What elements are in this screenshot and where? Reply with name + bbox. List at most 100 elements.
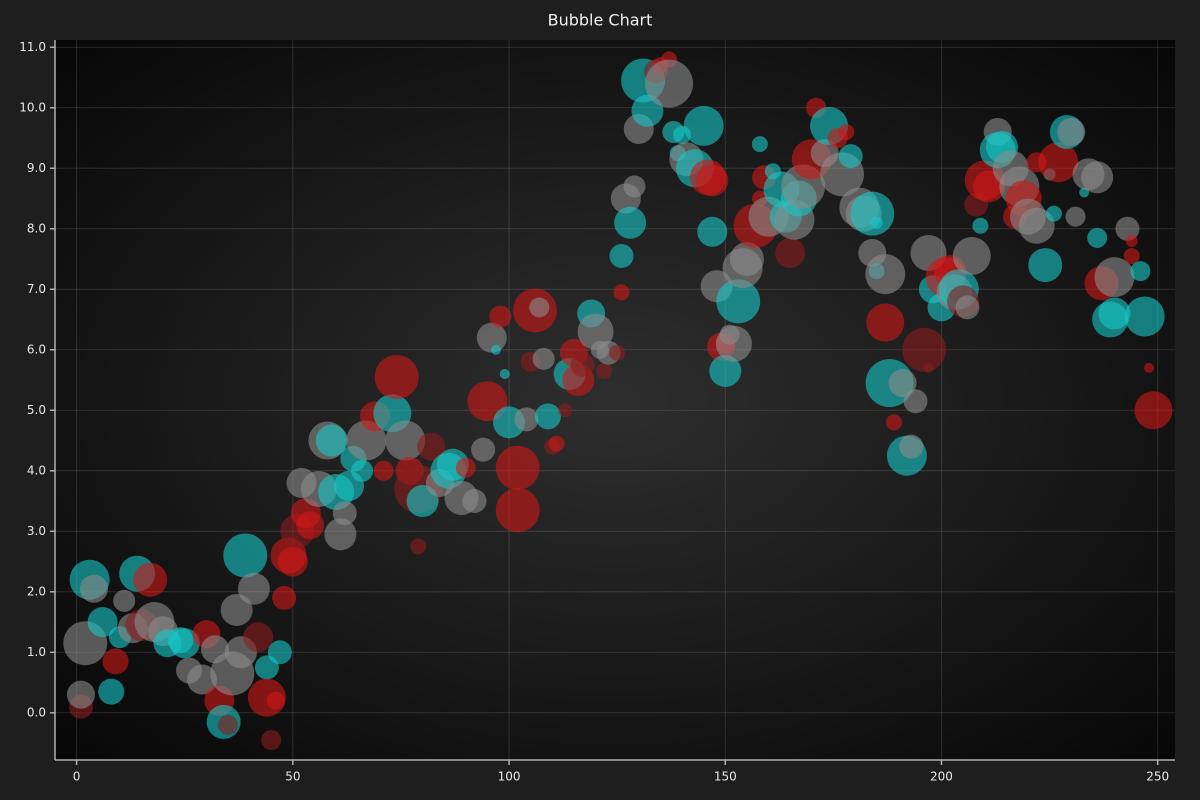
y-tick-label: 3.0: [27, 524, 46, 538]
bubble: [373, 460, 394, 481]
bubble: [455, 457, 476, 478]
bubble: [614, 206, 647, 239]
bubble: [217, 714, 238, 735]
bubble: [838, 144, 863, 169]
bubble: [467, 381, 508, 422]
bubble: [1130, 261, 1151, 282]
bubble: [696, 164, 729, 197]
bubble: [1134, 391, 1173, 430]
bubble: [865, 254, 906, 295]
bubble: [899, 434, 924, 459]
bubble: [351, 459, 374, 482]
x-tick-label: 0: [73, 770, 81, 784]
bubble: [1144, 362, 1155, 373]
bubble: [1028, 248, 1063, 283]
bubble: [1087, 227, 1108, 248]
bubble: [955, 295, 980, 320]
bubble: [315, 424, 348, 457]
y-tick-label: 0.0: [27, 705, 46, 719]
y-tick-label: 1.0: [27, 645, 46, 659]
bubble: [1038, 142, 1079, 183]
bubble: [1094, 257, 1135, 298]
bubble: [417, 432, 446, 461]
bubble: [775, 237, 806, 268]
bubble: [374, 355, 419, 400]
bubble: [715, 325, 752, 362]
bubble: [709, 354, 742, 387]
bubble: [697, 216, 728, 247]
bubble: [623, 175, 646, 198]
bubble: [866, 303, 905, 342]
bubble: [923, 362, 934, 373]
bubble: [66, 680, 95, 709]
bubble: [729, 242, 764, 277]
bubble: [577, 313, 614, 350]
bubble: [476, 322, 507, 353]
bubble: [888, 369, 917, 398]
bubble: [499, 368, 510, 379]
bubble: [489, 305, 512, 328]
bubble: [385, 420, 426, 461]
bubble: [267, 640, 292, 665]
bubble: [79, 574, 108, 603]
x-tick-label: 200: [930, 770, 953, 784]
bubble: [237, 572, 270, 605]
y-tick-label: 8.0: [27, 221, 46, 235]
bubble: [532, 347, 555, 370]
bubble: [751, 136, 768, 153]
y-tick-label: 9.0: [27, 161, 46, 175]
bubble: [683, 105, 724, 146]
bubble: [277, 546, 308, 577]
bubble: [495, 488, 540, 533]
bubble: [558, 403, 573, 418]
chart-title: Bubble Chart: [548, 11, 653, 30]
bubble: [1098, 297, 1131, 330]
y-tick-label: 4.0: [27, 463, 46, 477]
bubble: [272, 585, 297, 610]
bubble: [609, 244, 634, 268]
bubble: [1115, 216, 1140, 241]
bubble: [324, 518, 357, 551]
bubble: [514, 407, 539, 432]
bubble: [885, 414, 902, 431]
bubble: [548, 435, 565, 452]
bubble: [187, 664, 218, 695]
bubble: [462, 489, 487, 514]
bubble: [1057, 117, 1086, 146]
bubble: [952, 237, 991, 275]
bubble: [243, 622, 274, 653]
y-tick-label: 6.0: [27, 342, 46, 356]
x-tick-label: 50: [285, 770, 300, 784]
bubble: [1123, 248, 1140, 264]
y-tick-label: 11.0: [19, 40, 46, 54]
bubble: [609, 344, 626, 361]
bubble: [902, 327, 947, 372]
bubble: [1065, 206, 1086, 227]
bubble: [102, 648, 129, 675]
bubble: [613, 284, 630, 301]
x-tick-label: 250: [1146, 770, 1169, 784]
bubble: [223, 533, 268, 578]
y-tick-label: 10.0: [19, 100, 46, 114]
bubble: [645, 59, 694, 108]
bubble: [169, 628, 200, 659]
bubble: [98, 678, 125, 705]
bubble: [903, 389, 928, 414]
bubble: [87, 607, 118, 638]
bubble: [596, 362, 613, 379]
bubble: [534, 403, 561, 430]
bubble: [529, 297, 550, 318]
tick-labels: 0.0 1.0 2.0 3.0 4.0 5.0 6.0 7.0 8.0 9.0 10.0 11.0 0 5…: [19, 40, 1169, 784]
bubble: [261, 730, 282, 751]
bubble: [491, 344, 502, 355]
bubble: [220, 593, 253, 626]
bubble: [410, 538, 427, 555]
bubble: [471, 437, 496, 462]
bubble: [870, 216, 883, 229]
bubble: [266, 691, 285, 710]
bubble: [332, 501, 357, 526]
bubble: [570, 352, 595, 377]
bubble: [1125, 234, 1138, 247]
